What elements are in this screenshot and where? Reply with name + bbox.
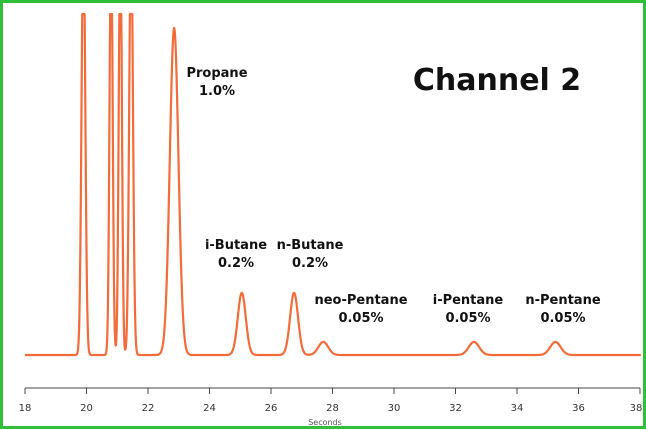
x-tick-label: 38 bbox=[630, 403, 643, 414]
x-tick-label: 18 bbox=[19, 403, 32, 414]
peak-concentration-label: 0.2% bbox=[218, 256, 254, 271]
x-tick-label: 24 bbox=[203, 403, 216, 414]
peak-name-label: Propane bbox=[186, 66, 247, 81]
peak-name-label: n-Butane bbox=[277, 238, 344, 253]
x-axis-ticks: 18 20 22 24 26 28 30 32 34 36 38 bbox=[19, 388, 643, 414]
x-axis-label: Seconds bbox=[308, 418, 342, 427]
peak-concentration-label: 0.05% bbox=[338, 311, 383, 326]
x-tick-label: 34 bbox=[511, 403, 524, 414]
x-tick-label: 26 bbox=[265, 403, 278, 414]
x-tick-label: 36 bbox=[572, 403, 585, 414]
x-tick-label: 30 bbox=[388, 403, 401, 414]
chart-title: Channel 2 bbox=[413, 63, 581, 98]
peak-name-label: neo-Pentane bbox=[314, 293, 407, 308]
x-tick-label: 32 bbox=[449, 403, 462, 414]
signal-trace bbox=[24, 12, 642, 357]
peak-concentration-label: 0.05% bbox=[540, 311, 585, 326]
peak-name-label: n-Pentane bbox=[525, 293, 600, 308]
peak-name-label: i-Butane bbox=[205, 238, 267, 253]
peak-name-label: i-Pentane bbox=[433, 293, 504, 308]
peak-labels: Propane 1.0% i-Butane 0.2% n-Butane 0.2% neo-P… bbox=[186, 66, 600, 326]
x-tick-label: 22 bbox=[142, 403, 155, 414]
peak-concentration-label: 0.05% bbox=[445, 311, 490, 326]
peak-concentration-label: 1.0% bbox=[199, 84, 235, 99]
peak-concentration-label: 0.2% bbox=[292, 256, 328, 271]
x-tick-label: 20 bbox=[80, 403, 93, 414]
x-tick-label: 28 bbox=[326, 403, 339, 414]
